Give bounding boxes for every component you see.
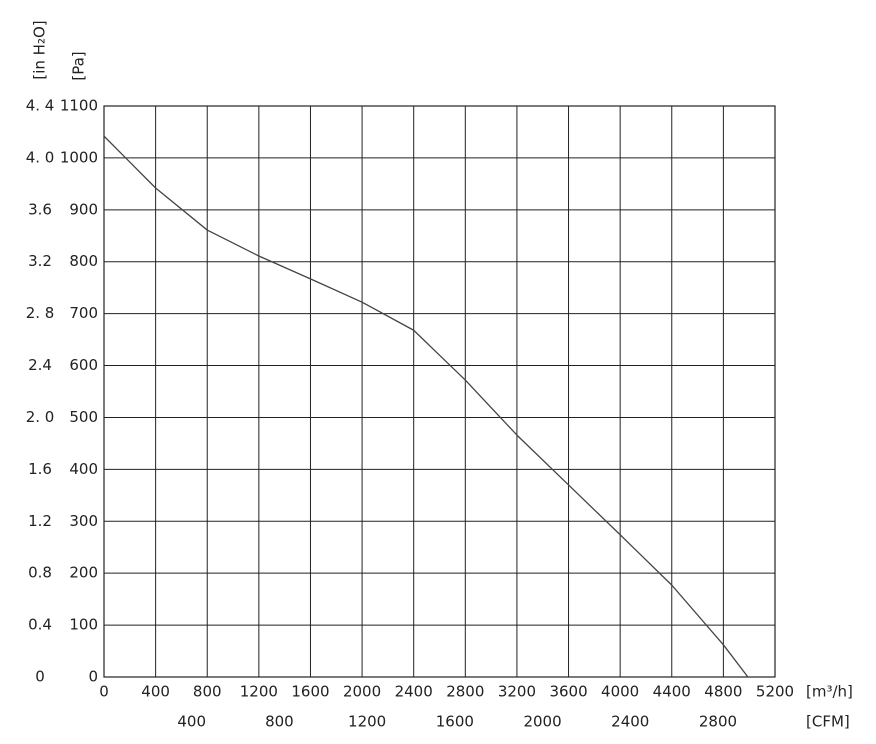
x-tick-label: 4800 [704, 683, 742, 701]
x-tick-label: 400 [141, 683, 170, 701]
y2-tick-label: 3.6 [28, 200, 52, 218]
x2-tick-label: 2000 [523, 713, 561, 731]
y2-tick-label: 1.6 [28, 460, 52, 478]
y-tick-label: 300 [69, 512, 98, 530]
x-tick-label: 1200 [240, 683, 278, 701]
x-tick-label: 3600 [549, 683, 587, 701]
y-tick-label: 400 [69, 460, 98, 478]
y2-tick-label: 0.8 [28, 564, 52, 582]
x2-axis-label: [CFM] [806, 713, 850, 731]
y-tick-label: 800 [69, 252, 98, 270]
x-tick-label: 1600 [291, 683, 329, 701]
y2-axis-label: [in H₂O] [31, 20, 49, 79]
y-tick-label: 0 [88, 668, 98, 686]
y-tick-label: 600 [69, 356, 98, 374]
y2-tick-label: 4. 4 [26, 97, 55, 115]
y-tick-label: 200 [69, 564, 98, 582]
curve [103, 135, 749, 678]
y2-tick-label: 1.2 [28, 512, 52, 530]
plot-frame [103, 105, 776, 678]
x-tick-label: 800 [193, 683, 222, 701]
y-tick-label: 900 [69, 200, 98, 218]
y2-tick-label: 0 [35, 668, 45, 686]
y2-tick-label: 4. 0 [26, 148, 55, 166]
x-tick-label: 3200 [498, 683, 536, 701]
y-tick-label: 700 [69, 304, 98, 322]
x2-tick-label: 800 [265, 713, 294, 731]
y2-tick-label: 2. 8 [26, 304, 55, 322]
x-tick-label: 2000 [343, 683, 381, 701]
y-tick-label: 1100 [60, 97, 98, 115]
x-tick-label: 4400 [653, 683, 691, 701]
y2-tick-label: 3.2 [28, 252, 52, 270]
x2-tick-label: 400 [177, 713, 206, 731]
y-tick-label: 1000 [60, 148, 98, 166]
y-tick-label: 100 [69, 616, 98, 634]
x-tick-label: 0 [99, 683, 109, 701]
y-axis-label: [Pa] [70, 51, 88, 80]
x2-tick-label: 2400 [611, 713, 649, 731]
x2-tick-label: 1200 [348, 713, 386, 731]
y2-tick-label: 0.4 [28, 616, 52, 634]
x-tick-label: 5200 [756, 683, 794, 701]
y-tick-label: 500 [69, 408, 98, 426]
x2-tick-label: 1600 [436, 713, 474, 731]
x-tick-label: 2400 [395, 683, 433, 701]
y2-tick-label: 2. 0 [26, 408, 55, 426]
y2-tick-label: 2.4 [28, 356, 52, 374]
x-tick-label: 2800 [446, 683, 484, 701]
x2-tick-label: 2800 [699, 713, 737, 731]
x-tick-label: 4000 [601, 683, 639, 701]
x-axis-label: [m³/h] [806, 683, 853, 701]
